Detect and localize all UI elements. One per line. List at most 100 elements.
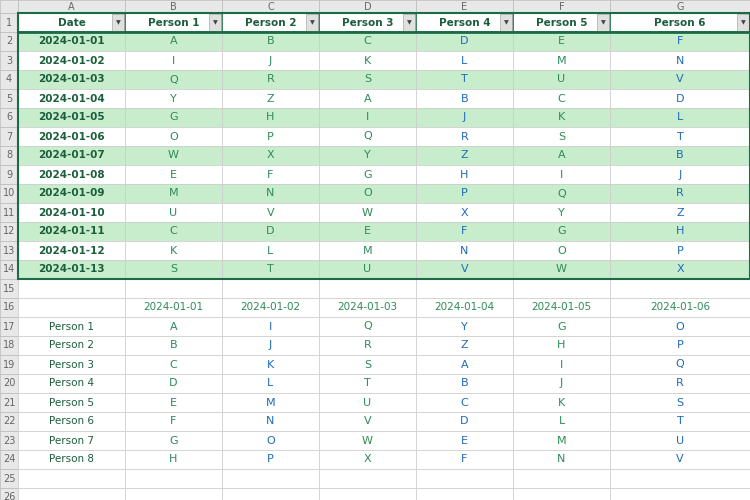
Bar: [319, 203, 416, 222]
Bar: [222, 412, 319, 431]
Text: F: F: [559, 2, 564, 12]
Bar: [125, 222, 222, 241]
Bar: [222, 374, 319, 393]
Bar: [416, 108, 513, 127]
Bar: [0, 165, 18, 184]
Bar: [0, 336, 18, 355]
Bar: [416, 298, 513, 317]
Bar: [610, 127, 750, 146]
Text: H: H: [460, 170, 469, 179]
Text: E: E: [364, 226, 371, 236]
Text: P: P: [267, 132, 274, 141]
Text: S: S: [170, 264, 177, 274]
Bar: [222, 89, 319, 108]
Bar: [319, 222, 416, 241]
Bar: [319, 165, 416, 184]
Text: D: D: [460, 36, 469, 46]
Bar: [125, 260, 222, 279]
Bar: [18, 222, 125, 241]
Bar: [610, 32, 750, 51]
Bar: [18, 412, 125, 431]
Text: Person 1: Person 1: [49, 322, 94, 332]
Text: N: N: [266, 188, 274, 198]
Bar: [18, 431, 125, 450]
Bar: [610, 336, 750, 355]
Text: 10: 10: [3, 188, 15, 198]
Bar: [610, 374, 750, 393]
Bar: [319, 393, 416, 412]
Bar: [222, 70, 319, 89]
Bar: [610, 51, 750, 70]
Text: K: K: [364, 56, 371, 66]
Bar: [18, 241, 125, 260]
Text: 11: 11: [3, 208, 15, 218]
Text: H: H: [266, 112, 274, 122]
Bar: [0, 374, 18, 393]
Text: A: A: [558, 150, 566, 160]
Bar: [18, 374, 125, 393]
Bar: [125, 165, 222, 184]
Text: 26: 26: [3, 492, 15, 500]
Bar: [18, 469, 125, 488]
Bar: [18, 13, 125, 32]
Bar: [513, 431, 610, 450]
Bar: [125, 298, 222, 317]
Bar: [610, 165, 750, 184]
Bar: [319, 108, 416, 127]
Bar: [416, 70, 513, 89]
Text: 7: 7: [6, 132, 12, 141]
Bar: [319, 146, 416, 165]
Bar: [0, 393, 18, 412]
Bar: [0, 51, 18, 70]
Text: 13: 13: [3, 246, 15, 256]
Text: G: G: [557, 322, 566, 332]
Bar: [18, 0, 125, 13]
Bar: [125, 469, 222, 488]
Bar: [610, 222, 750, 241]
Bar: [416, 469, 513, 488]
Bar: [18, 298, 125, 317]
Text: Person 2: Person 2: [244, 18, 296, 28]
Bar: [610, 260, 750, 279]
Bar: [513, 317, 610, 336]
Text: B: B: [170, 340, 177, 350]
Text: R: R: [267, 74, 274, 85]
Bar: [0, 32, 18, 51]
Text: K: K: [558, 112, 566, 122]
Bar: [416, 450, 513, 469]
Bar: [125, 279, 222, 298]
Text: 24: 24: [3, 454, 15, 464]
Text: S: S: [558, 132, 565, 141]
Text: 4: 4: [6, 74, 12, 85]
Text: 5: 5: [6, 94, 12, 104]
Text: F: F: [267, 170, 274, 179]
Bar: [125, 336, 222, 355]
Bar: [0, 260, 18, 279]
Text: Person 6: Person 6: [49, 416, 94, 426]
Text: Z: Z: [460, 340, 468, 350]
Text: S: S: [364, 360, 371, 370]
Text: V: V: [460, 264, 468, 274]
Bar: [0, 13, 18, 32]
Text: C: C: [170, 226, 177, 236]
Bar: [222, 165, 319, 184]
Text: I: I: [560, 360, 563, 370]
Bar: [125, 450, 222, 469]
Bar: [513, 108, 610, 127]
Text: K: K: [170, 246, 177, 256]
Bar: [513, 146, 610, 165]
Text: Z: Z: [267, 94, 274, 104]
Bar: [18, 260, 125, 279]
Text: F: F: [461, 454, 468, 464]
Text: Person 5: Person 5: [536, 18, 587, 28]
Bar: [0, 450, 18, 469]
Bar: [513, 13, 610, 32]
Bar: [610, 184, 750, 203]
Text: R: R: [364, 340, 371, 350]
Text: X: X: [460, 208, 468, 218]
Bar: [513, 70, 610, 89]
Bar: [416, 184, 513, 203]
Text: 2024-01-03: 2024-01-03: [338, 302, 398, 312]
Text: C: C: [460, 398, 468, 407]
Bar: [319, 0, 416, 13]
